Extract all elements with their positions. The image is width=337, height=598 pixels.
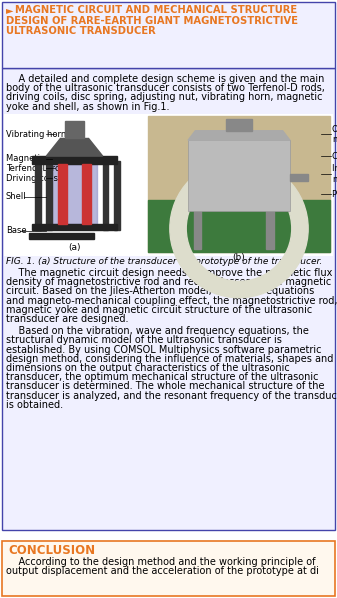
Text: DESIGN OF RARE-EARTH GIANT MAGNETOSTRICTIVE: DESIGN OF RARE-EARTH GIANT MAGNETOSTRICT… (6, 16, 298, 26)
Text: transducer is analyzed, and the resonant frequency of the transducer: transducer is analyzed, and the resonant… (6, 390, 337, 401)
Bar (188, 141, 290, 211)
Text: Vibrating horn: Vibrating horn (6, 130, 66, 139)
Text: Magnetic yoke: Magnetic yoke (6, 154, 67, 163)
Text: body of the ultrasonic transducer consists of two Terfenol-D rods,: body of the ultrasonic transducer consis… (6, 83, 325, 93)
Text: According to the design method and the working principle of: According to the design method and the w… (6, 557, 315, 567)
Text: Shell: Shell (6, 193, 27, 202)
Bar (46, 161, 52, 230)
Text: dimensions on the output characteristics of the ultrasonic: dimensions on the output characteristics… (6, 363, 290, 373)
Text: circuit. Based on the Jiles-Atherton model, Maxwell’s equations: circuit. Based on the Jiles-Atherton mod… (6, 286, 314, 297)
Polygon shape (46, 139, 103, 156)
Text: FIG. 1. (a) Structure of the transducer (b) prototype of the transducer.: FIG. 1. (a) Structure of the transducer … (6, 257, 322, 266)
Bar (58, 164, 67, 224)
Text: yoke and shell, as shown in Fig.1.: yoke and shell, as shown in Fig.1. (6, 102, 170, 112)
Bar (290, 174, 308, 181)
Text: is obtained.: is obtained. (6, 400, 63, 410)
Text: and magneto-mechanical coupling effect, the magnetostrictive rod,: and magneto-mechanical coupling effect, … (6, 295, 337, 306)
Bar (52, 164, 97, 224)
Text: A detailed and complete design scheme is given and the main: A detailed and complete design scheme is… (6, 74, 325, 84)
Text: (b): (b) (233, 253, 245, 262)
Text: structural dynamic model of the ultrasonic transducer is: structural dynamic model of the ultrason… (6, 335, 282, 346)
Text: driving coils, disc spring, adjusting nut, vibrating horn, magnetic: driving coils, disc spring, adjusting nu… (6, 93, 323, 102)
Bar (2, 2, 335, 68)
Text: transducer, the optimum mechanical structure of the ultrasonic: transducer, the optimum mechanical struc… (6, 372, 318, 382)
Polygon shape (188, 131, 290, 141)
Text: transducer are designed.: transducer are designed. (6, 314, 128, 324)
Bar (65, 121, 84, 139)
Text: (a): (a) (68, 243, 81, 252)
Bar (193, 211, 201, 249)
Bar (4, 114, 333, 256)
Bar (29, 233, 94, 239)
Bar (32, 156, 117, 164)
Text: magnetic yoke and magnetic circuit structure of the ultrasonic: magnetic yoke and magnetic circuit struc… (6, 305, 312, 315)
Text: Based on the vibration, wave and frequency equations, the: Based on the vibration, wave and frequen… (6, 326, 309, 336)
Text: MAGNETIC CIRCUIT AND MECHANICAL STRUCTURE: MAGNETIC CIRCUIT AND MECHANICAL STRUCTUR… (15, 5, 297, 15)
Text: output displacement and the acceleration of the prototype at di: output displacement and the acceleration… (6, 566, 319, 576)
Text: Driving coils: Driving coils (6, 174, 58, 183)
Text: ULTRASONIC TRANSDUCER: ULTRASONIC TRANSDUCER (6, 26, 156, 36)
Bar (103, 161, 108, 230)
Text: The magnetic circuit design needs to improve the magnetic flux: The magnetic circuit design needs to imp… (6, 268, 332, 278)
Text: established. By using COMSOL Multiphysics software parametric: established. By using COMSOL Multiphysic… (6, 344, 321, 355)
Text: design method, considering the influence of materials, shapes and: design method, considering the influence… (6, 354, 333, 364)
Text: CONCLUSION: CONCLUSION (8, 544, 95, 557)
Text: Outlet of cooling
medium: Outlet of cooling medium (332, 125, 337, 144)
Text: Pressure gauge: Pressure gauge (332, 190, 337, 199)
Text: Inlet of cooling
medium: Inlet of cooling medium (332, 164, 337, 184)
Bar (35, 161, 41, 230)
Bar (2, 68, 335, 530)
Bar (226, 118, 252, 131)
Bar (2, 541, 335, 596)
Text: density of magnetostrictive rod and reduce losses of the magnetic: density of magnetostrictive rod and redu… (6, 277, 331, 287)
Bar (148, 116, 330, 252)
Bar (114, 161, 120, 230)
Text: Terfenol-D rod: Terfenol-D rod (6, 164, 65, 173)
Text: ►: ► (6, 5, 13, 15)
Bar (32, 224, 117, 230)
Text: Base: Base (6, 227, 27, 236)
Bar (82, 164, 91, 224)
Text: transducer is determined. The whole mechanical structure of the: transducer is determined. The whole mech… (6, 382, 325, 392)
Bar (148, 200, 330, 252)
Bar (266, 211, 274, 249)
Text: Coil interface: Coil interface (332, 152, 337, 161)
